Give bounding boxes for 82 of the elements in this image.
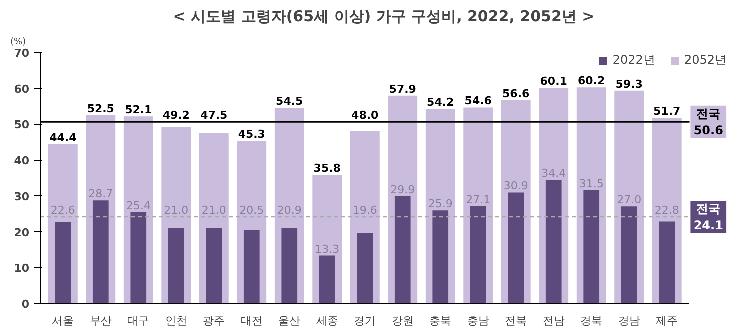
bar [55, 222, 72, 304]
chart-title: < 시도별 고령자(65세 이상) 가구 구성비, 2022, 2052년 > [173, 8, 595, 26]
bar [394, 196, 411, 304]
bar [621, 206, 638, 304]
data-label: 20.9 [277, 204, 302, 218]
x-tick-label: 충북 [430, 314, 452, 328]
bar [92, 200, 109, 304]
data-label: 27.1 [466, 193, 491, 206]
bar [584, 190, 600, 304]
ref-line-label: 전국 50.6 [694, 107, 724, 138]
data-label: 22.6 [50, 204, 76, 218]
data-label: 25.4 [126, 199, 151, 212]
bar [357, 233, 374, 304]
x-tick-label: 경남 [618, 314, 640, 328]
data-label: 47.5 [200, 109, 228, 122]
x-tick-label: 경북 [580, 314, 603, 328]
data-label: 60.1 [540, 75, 568, 88]
data-label: 57.9 [389, 82, 416, 96]
data-label: 31.5 [579, 178, 604, 191]
bar [168, 228, 184, 304]
x-tick-label: 제주 [656, 314, 678, 328]
data-label: 49.2 [162, 109, 190, 122]
x-tick-label: 강원 [392, 314, 414, 328]
data-label: 35.8 [314, 162, 341, 176]
x-tick-label: 부산 [90, 314, 112, 328]
bar [508, 192, 524, 304]
bar [244, 230, 260, 304]
legend-label: 2022년 [612, 52, 656, 69]
data-label: 54.5 [276, 95, 304, 108]
data-label: 56.6 [502, 88, 530, 101]
x-tick-label: 세종 [316, 314, 338, 328]
y-tick-label: 20 [14, 226, 30, 240]
y-tick-label: 70 [14, 47, 30, 60]
y-tick-label: 10 [14, 262, 30, 276]
data-label: 44.4 [50, 131, 78, 144]
data-label: 22.8 [654, 204, 680, 218]
bar [319, 256, 336, 304]
data-label: 28.7 [88, 188, 114, 201]
x-tick-label: 대구 [128, 314, 150, 328]
y-tick-label: 50 [14, 118, 30, 132]
y-tick-label: 0 [22, 298, 30, 311]
data-label: 60.2 [578, 74, 606, 88]
data-label: 52.1 [125, 104, 152, 117]
data-label: 54.6 [464, 94, 492, 108]
x-tick-label: 인천 [165, 314, 188, 328]
legend-label: 2052년 [684, 52, 727, 69]
data-label: 25.9 [428, 198, 453, 211]
data-label: 21.0 [202, 204, 226, 218]
data-label: 20.5 [240, 204, 264, 218]
data-label: 52.5 [87, 102, 114, 116]
y-tick-label: 60 [14, 82, 30, 96]
data-label: 13.3 [315, 242, 340, 256]
data-label: 48.0 [352, 109, 380, 122]
y-tick-label: 30 [14, 190, 30, 204]
data-label: 51.7 [654, 105, 681, 118]
data-label: 19.6 [352, 204, 378, 218]
x-tick-label: 충남 [467, 314, 490, 328]
x-tick-label: 서울 [52, 314, 74, 328]
data-label: 34.4 [542, 167, 566, 180]
y-tick-label: 40 [14, 154, 30, 168]
bar [206, 228, 222, 304]
data-label: 21.0 [164, 204, 189, 218]
bar [130, 212, 147, 304]
x-tick-label: 광주 [203, 314, 226, 328]
data-label: 30.9 [504, 180, 528, 193]
bar [659, 222, 676, 304]
x-tick-label: 경기 [354, 314, 376, 328]
x-tick-label: 대전 [240, 314, 263, 328]
y-axis-title: (%) [10, 38, 26, 48]
data-label: 59.3 [616, 78, 643, 91]
bar [282, 228, 298, 304]
bar [432, 210, 449, 304]
data-label: 29.9 [390, 183, 416, 196]
bar [470, 206, 486, 304]
ref-line-label: 전국 24.1 [694, 202, 724, 232]
bar [546, 180, 562, 304]
data-label: 45.3 [238, 128, 266, 142]
x-tick-label: 전남 [542, 314, 565, 328]
data-label: 54.2 [427, 96, 454, 110]
data-label: 27.0 [617, 194, 642, 207]
x-tick-label: 전북 [505, 314, 528, 328]
x-tick-label: 울산 [278, 314, 301, 328]
